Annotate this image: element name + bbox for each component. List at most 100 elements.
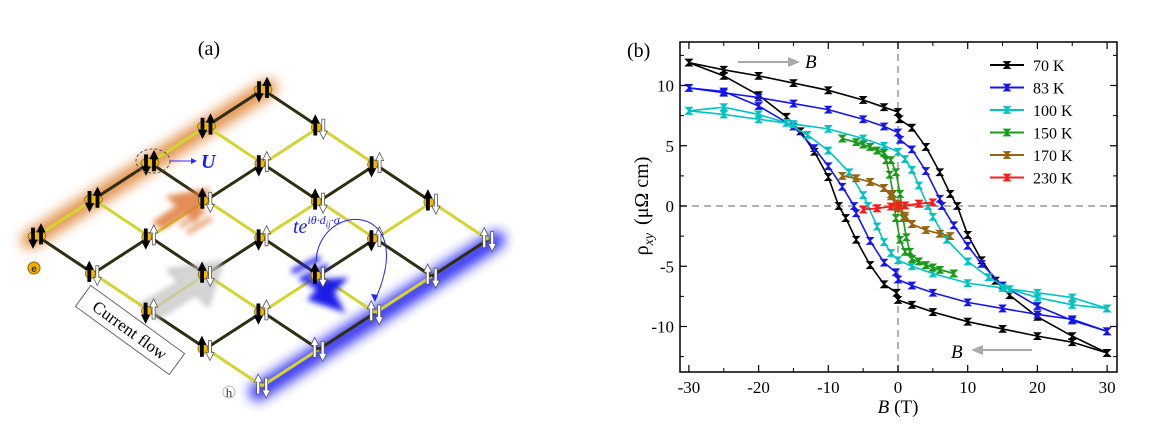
data-point — [907, 123, 917, 132]
spin-down-arrow-icon — [254, 81, 264, 103]
data-point — [858, 205, 868, 214]
spin-up-arrow-icon — [374, 151, 385, 173]
data-point — [1032, 332, 1042, 341]
x-axis-label: B (T) — [878, 397, 919, 418]
data-point — [935, 194, 945, 203]
spin-down-arrow-icon — [141, 154, 151, 176]
data-point — [949, 269, 959, 278]
legend-item: 150 K — [990, 126, 1073, 143]
lattice-site — [197, 113, 216, 140]
legend-item: 70 K — [990, 58, 1065, 75]
data-point — [905, 247, 915, 256]
series-line-sweep-down — [688, 87, 1108, 333]
data-point — [893, 256, 903, 265]
legend-label: 83 K — [1033, 81, 1065, 98]
data-point — [719, 87, 729, 96]
legend-marker — [1002, 83, 1012, 92]
data-point — [935, 229, 945, 238]
data-point — [823, 146, 833, 155]
data-point — [684, 84, 694, 92]
legend: 70 K 83 K 100 K 150 K 170 K 230 K — [990, 58, 1073, 188]
data-point — [893, 147, 903, 156]
data-point — [886, 249, 896, 257]
lattice-site — [366, 299, 384, 326]
series-line-sweep-up — [842, 137, 954, 275]
data-point — [872, 204, 882, 213]
spin-down-arrow-icon — [318, 341, 328, 363]
data-point — [834, 202, 844, 210]
data-point — [935, 168, 945, 177]
data-point — [719, 88, 729, 97]
data-point — [893, 202, 903, 210]
y-tick-label: -5 — [660, 257, 674, 276]
site-orbital — [27, 230, 47, 242]
data-point — [914, 199, 924, 208]
lattice-site — [253, 299, 272, 325]
spin-up-arrow-icon — [205, 113, 216, 135]
data-point — [900, 201, 910, 210]
bond — [36, 234, 95, 275]
sweep-up-indicator: B — [738, 52, 817, 73]
bond — [92, 235, 151, 275]
series-line-sweep-down — [842, 175, 951, 237]
series-70k — [684, 58, 1112, 357]
data-point — [1067, 315, 1077, 324]
bond — [261, 348, 320, 388]
spin-down-arrow-icon — [318, 118, 328, 140]
spin-up-arrow-icon — [197, 187, 207, 209]
data-point — [921, 143, 931, 151]
data-point — [858, 96, 868, 104]
data-point — [754, 102, 764, 110]
data-point — [823, 173, 833, 181]
data-point — [858, 134, 868, 143]
lattice-site — [140, 298, 159, 324]
y-tick-label: 0 — [666, 197, 675, 216]
series-group — [684, 58, 1112, 357]
series-line-sweep-up — [842, 175, 951, 237]
data-point — [879, 141, 889, 150]
data-point — [895, 190, 905, 198]
lattice-site — [253, 224, 272, 251]
x-tick-label: 20 — [1029, 378, 1046, 397]
series-150k — [837, 134, 959, 278]
spin-down-arrow-icon — [141, 228, 151, 250]
spin-down-arrow-icon — [318, 192, 328, 215]
data-point — [886, 190, 896, 198]
site-orbital — [140, 157, 160, 169]
data-point — [907, 165, 917, 174]
data-point — [937, 202, 947, 210]
lattice-site — [140, 149, 160, 176]
data-point — [984, 273, 994, 281]
data-point — [998, 325, 1008, 333]
bond — [205, 310, 264, 350]
data-point — [998, 281, 1008, 290]
spin-up-arrow-icon — [197, 335, 207, 357]
spin-down-arrow-icon — [253, 303, 264, 325]
data-point — [684, 58, 694, 67]
bond — [374, 163, 433, 204]
data-point — [894, 115, 904, 124]
x-tick-label: -30 — [678, 378, 701, 397]
data-point — [928, 263, 938, 272]
data-point — [1102, 304, 1112, 313]
data-point — [823, 162, 833, 171]
data-point — [782, 112, 791, 121]
data-point — [782, 118, 791, 127]
data-point — [921, 167, 931, 175]
bond — [205, 88, 264, 128]
data-point — [893, 128, 903, 137]
spin-down-arrow-icon — [254, 155, 264, 177]
data-point — [945, 232, 955, 241]
spin-up-arrow-icon — [262, 150, 272, 173]
plot-frame — [679, 41, 1118, 373]
bond — [261, 199, 320, 240]
x-tick-label: -10 — [817, 378, 840, 397]
bond — [318, 163, 377, 203]
spin-sites — [27, 76, 497, 399]
data-point — [879, 149, 889, 157]
bond — [149, 124, 208, 165]
lattice-site — [84, 186, 103, 213]
spin-up-arrow-icon — [310, 114, 320, 136]
data-point — [788, 122, 798, 131]
interaction-label: U — [201, 151, 217, 173]
